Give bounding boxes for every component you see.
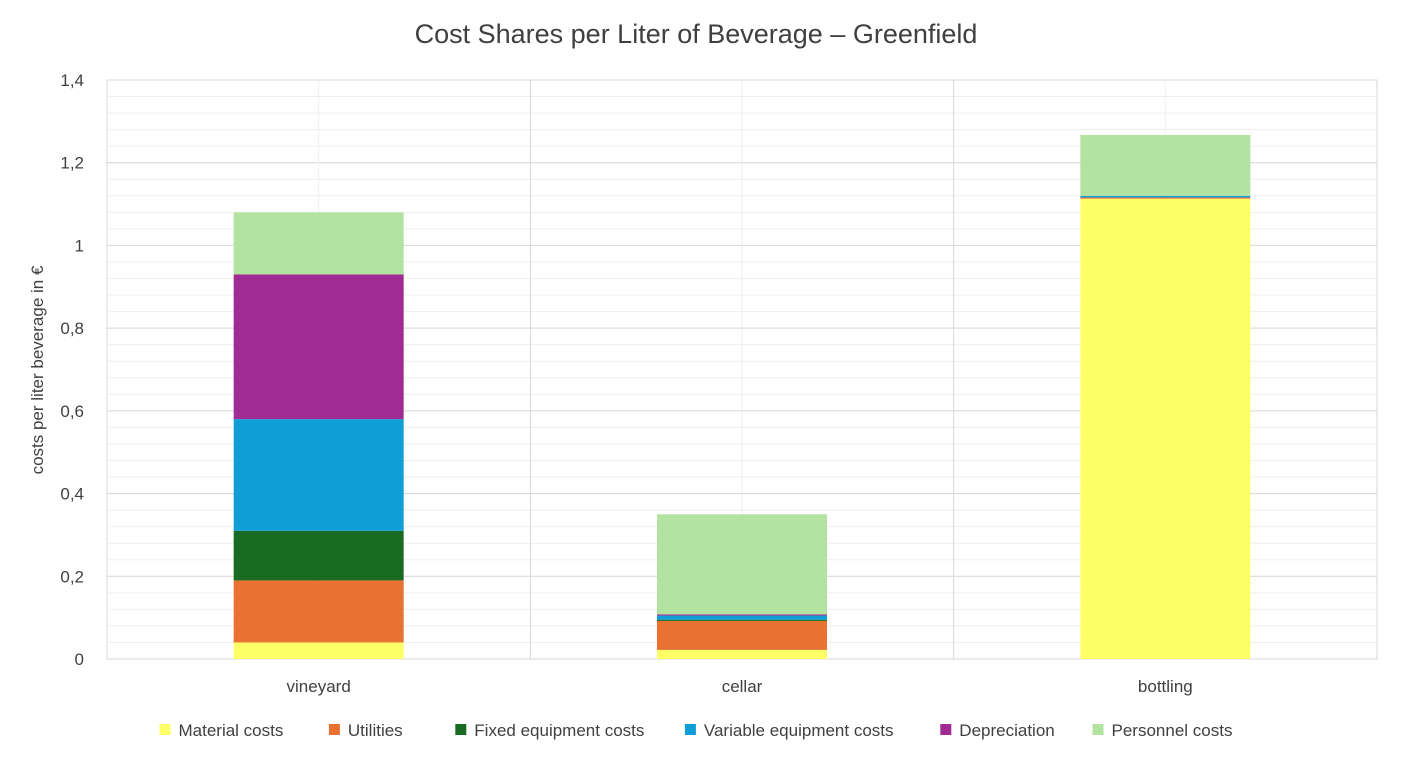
bars xyxy=(233,135,1251,659)
bar-segment xyxy=(233,580,404,643)
y-axis: 0 0,2 0,4 0,6 0,8 1 1,2 1,4 xyxy=(60,71,84,669)
y-tick-label: 1,2 xyxy=(60,154,84,173)
y-tick-label: 0,4 xyxy=(60,485,84,504)
x-tick-label: cellar xyxy=(722,677,763,696)
legend: Material costs Utilities Fixed equipment c… xyxy=(159,721,1233,740)
legend-label: Personnel costs xyxy=(1112,721,1233,740)
legend-label: Depreciation xyxy=(959,721,1054,740)
bar-segment xyxy=(657,614,827,616)
bar-segment xyxy=(657,620,827,650)
bar-segment xyxy=(657,619,827,621)
bar-segment xyxy=(657,649,827,659)
bar-segment xyxy=(233,419,404,531)
x-tick-label: bottling xyxy=(1138,677,1193,696)
legend-swatch xyxy=(328,724,340,735)
legend-item: Variable equipment costs xyxy=(684,721,894,740)
y-tick-label: 1,4 xyxy=(60,71,84,90)
bar-segment xyxy=(657,615,827,620)
bar-segment xyxy=(657,514,827,615)
legend-item: Personnel costs xyxy=(1092,721,1233,740)
legend-label: Utilities xyxy=(348,721,403,740)
legend-label: Fixed equipment costs xyxy=(474,721,644,740)
x-tick-label: vineyard xyxy=(287,677,351,696)
legend-swatch xyxy=(684,724,696,735)
legend-item: Fixed equipment costs xyxy=(455,721,644,740)
legend-item: Depreciation xyxy=(940,721,1055,740)
x-axis: vineyard cellar bottling xyxy=(287,677,1193,696)
y-axis-label: costs per liter beverage in € xyxy=(28,265,47,474)
legend-item: Material costs xyxy=(159,721,284,740)
legend-item: Utilities xyxy=(328,721,403,740)
bar-segment xyxy=(1080,195,1251,198)
legend-label: Variable equipment costs xyxy=(704,721,894,740)
legend-swatch xyxy=(940,724,952,735)
legend-swatch xyxy=(455,724,467,735)
bar-segment xyxy=(233,274,404,420)
y-tick-label: 0,2 xyxy=(60,567,84,586)
y-tick-label: 1 xyxy=(75,236,84,255)
bar-segment xyxy=(233,642,404,659)
legend-swatch xyxy=(159,724,171,735)
bar-segment xyxy=(1080,135,1251,196)
y-tick-label: 0,6 xyxy=(60,402,84,421)
legend-swatch xyxy=(1092,724,1104,735)
y-tick-label: 0,8 xyxy=(60,319,84,338)
bar-segment xyxy=(233,212,404,275)
chart-title: Cost Shares per Liter of Beverage – Gree… xyxy=(415,19,978,49)
y-tick-label: 0 xyxy=(75,650,84,669)
legend-label: Material costs xyxy=(179,721,284,740)
bar-segment xyxy=(1080,198,1251,659)
bar-segment xyxy=(233,530,404,581)
bar-segment xyxy=(1080,197,1251,199)
